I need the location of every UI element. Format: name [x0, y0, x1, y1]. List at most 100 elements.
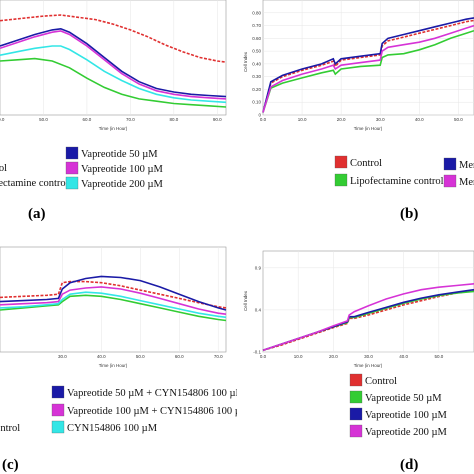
- legend-d: Control Vapreotide 50 µM Vapreotide 100 µM…: [349, 373, 448, 438]
- series-group-c: [0, 275, 227, 322]
- legend-swatch: [349, 373, 363, 387]
- series-line-a-3: [0, 30, 227, 100]
- x-tick-label: 40.0: [0, 117, 5, 122]
- x-tick-label: 10.0: [298, 117, 307, 122]
- legend-b: Control Lipofectamine control Mer Mer: [334, 155, 474, 188]
- y-tick-label: 0.50: [252, 49, 261, 54]
- y-tick-label: 0.40: [252, 61, 261, 66]
- x-tick-label: 60.0: [175, 354, 184, 359]
- y-tick-label: 0.10: [252, 100, 261, 105]
- legend-label: Vapreotide 100 µM: [81, 164, 164, 175]
- series-line-c-0: [0, 280, 227, 309]
- series-line-b-3: [262, 24, 474, 113]
- series-line-a-1: [0, 57, 227, 108]
- y-ticks-d: -0.1 0.4 0.9: [253, 265, 261, 354]
- chart-d: 0.0 10.0 20.0 30.0 40.0 50.0 -0.1 0.4 0.9 Time …: [243, 250, 474, 473]
- y-tick-label: 0.70: [252, 23, 261, 28]
- plot-area-b: [262, 0, 474, 116]
- x-tick-label: 80.0: [169, 117, 178, 122]
- series-line-b-2: [262, 17, 474, 113]
- x-tick-label: 40.0: [415, 117, 424, 122]
- y-tick-label: -0.1: [253, 350, 261, 355]
- legend-label: Vapreotide 100 µM + CYN154806 100 µM: [67, 406, 237, 417]
- x-axis-label-a: Time (in Hour): [99, 126, 128, 131]
- chart-a: 40.050.060.070.080.090.0 Time (in Hour) …: [0, 0, 227, 222]
- series-line-c-3: [0, 286, 227, 315]
- x-ticks-d: 0.0 10.0 20.0 30.0 40.0 50.0: [260, 354, 444, 359]
- x-tick-label: 50.0: [136, 354, 145, 359]
- legend-swatch: [51, 385, 65, 399]
- series-line-c-4: [0, 291, 227, 319]
- legend-label: Mer: [459, 177, 474, 188]
- legend-label: Lipofectamine control: [350, 176, 444, 187]
- y-tick-label: 0.60: [252, 36, 261, 41]
- legend-swatch: [65, 161, 79, 175]
- series-line-d-3: [262, 283, 474, 352]
- panel-label-a: (a): [28, 206, 46, 222]
- x-tick-label: 20.0: [329, 354, 338, 359]
- legend-label: Vapreotide 100 µM: [365, 410, 448, 421]
- chart-c: 30.0 40.0 50.0 60.0 70.0 Time (in Hour) Vapr…: [0, 246, 237, 473]
- legend-swatch: [51, 420, 65, 434]
- panel-label-c: (c): [2, 457, 19, 473]
- series-line-a-2: [0, 27, 227, 98]
- series-line-c-2: [0, 275, 227, 311]
- y-tick-label: 0.30: [252, 74, 261, 79]
- legend-swatch: [65, 176, 79, 190]
- x-tick-label: 60.0: [83, 117, 92, 122]
- legend-swatch: [443, 174, 457, 188]
- x-tick-label: 40.0: [399, 354, 408, 359]
- legend-swatch: [349, 390, 363, 404]
- series-line-b-1: [262, 29, 474, 113]
- y-axis-label-b: Cell Index: [243, 51, 248, 72]
- x-axis-label-c: Time (in Hour): [99, 363, 128, 368]
- legend-label: Vapreotide 50 µM + CYN154806 100 µM: [67, 388, 237, 399]
- legend-label: Control: [365, 376, 397, 387]
- y-tick-label: 0.4: [255, 307, 262, 312]
- x-axis-label-d: Time (in Hour): [354, 363, 383, 368]
- x-tick-label: 50.0: [39, 117, 48, 122]
- x-tick-label: 90.0: [213, 117, 222, 122]
- legend-label: Control: [350, 158, 382, 169]
- legend-swatch: [51, 403, 65, 417]
- legend-c: Vapreotide 50 µM + CYN154806 100 µM Vapre…: [0, 385, 237, 434]
- panel-label-b: (b): [400, 206, 418, 222]
- y-tick-label: 0: [258, 113, 261, 118]
- x-tick-label: 0.0: [260, 354, 267, 359]
- x-tick-label: 0.0: [260, 117, 267, 122]
- chart-b: 0.0 10.0 20.0 30.0 40.0 50.0 0 0.10 0.20 0.30 0.4…: [243, 0, 474, 222]
- legend-swatch: [443, 157, 457, 171]
- x-ticks-c: 30.0 40.0 50.0 60.0 70.0: [58, 354, 223, 359]
- x-tick-label: 70.0: [126, 117, 135, 122]
- legend-label: Control: [0, 163, 7, 174]
- legend-label: Lipofectamine control: [0, 178, 69, 189]
- series-line-a-0: [0, 14, 227, 63]
- y-tick-label: 0.80: [252, 10, 261, 15]
- legend-label: CYN154806 100 µM: [67, 423, 158, 434]
- legend-label: ine control: [0, 423, 20, 434]
- legend-label: Mer: [459, 160, 474, 171]
- y-axis-label-d: Cell Index: [243, 290, 248, 311]
- x-tick-label: 30.0: [376, 117, 385, 122]
- legend-swatch: [349, 407, 363, 421]
- x-tick-label: 30.0: [58, 354, 67, 359]
- y-tick-label: 0.20: [252, 87, 261, 92]
- legend-swatch: [65, 146, 79, 160]
- x-tick-label: 10.0: [294, 354, 303, 359]
- x-tick-label: 30.0: [364, 354, 373, 359]
- legend-label: Vapreotide 50 µM: [81, 149, 158, 160]
- legend-swatch: [349, 424, 363, 438]
- x-tick-label: 50.0: [454, 117, 463, 122]
- x-tick-label: 20.0: [337, 117, 346, 122]
- panel-label-d: (d): [400, 457, 418, 473]
- y-tick-label: 0.9: [255, 265, 262, 270]
- legend-swatch: [334, 155, 348, 169]
- legend-label: Vapreotide 200 µM: [365, 427, 448, 438]
- x-tick-label: 40.0: [97, 354, 106, 359]
- series-group-d: [262, 283, 474, 352]
- legend-swatch: [334, 173, 348, 187]
- series-line-a-4: [0, 45, 227, 104]
- series-group-b: [262, 17, 474, 113]
- x-tick-label: 70.0: [214, 354, 223, 359]
- legend-label: Vapreotide 200 µM: [81, 179, 164, 190]
